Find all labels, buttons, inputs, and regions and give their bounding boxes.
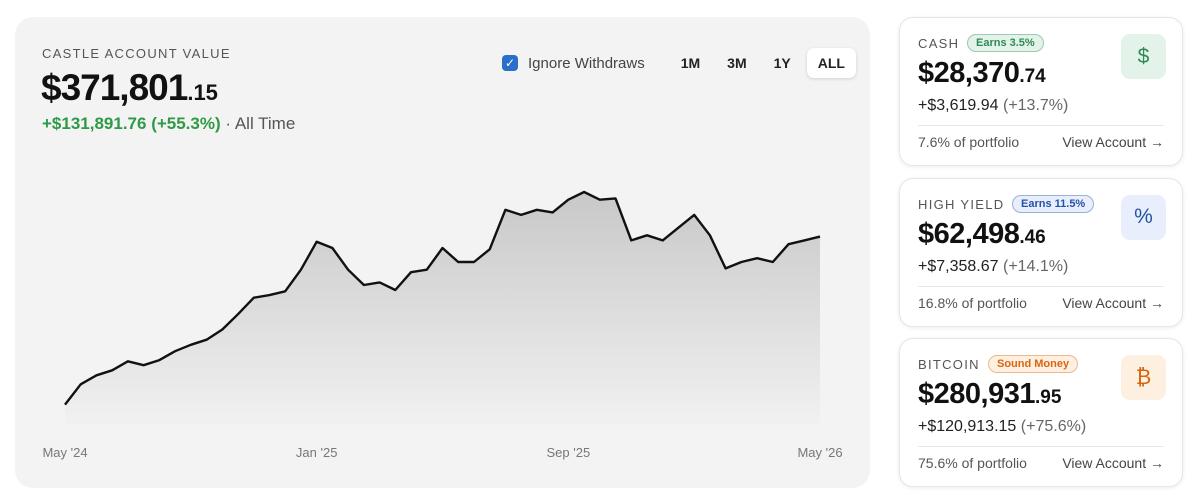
change: +$3,619.94 [918,97,999,114]
x-tick-label: May '24 [42,445,87,460]
change: +$131,891.76 (+55.3%) [42,114,221,133]
x-tick-label: Jan '25 [296,445,338,460]
value-main: $62,498 [918,217,1020,250]
checkbox-label[interactable]: Ignore Withdraws [528,54,645,72]
icon: % [1121,194,1166,240]
badge: Earns 11.5% [1012,194,1095,213]
icon: ₿ [1121,355,1166,400]
range-button[interactable]: 1Y [773,55,791,71]
portfolio-share: 75.6% of portfolio [918,455,1027,471]
account-card: HIGH YIELD Earns 11.5%% $62,498.46 +$7,358.… [899,177,1183,327]
badge: Sound Money [988,355,1079,373]
card-value: $62,498.46 [918,218,1046,251]
account-panel: May '24 Jan '25 Sep '25 May '26 CASTLE ACCO… [15,17,870,488]
area [65,192,820,425]
change-percent: (+13.7%) [1002,97,1069,114]
period: · All Time [225,114,296,133]
icon: $ [1121,34,1166,79]
divider [918,285,1164,287]
value-main: $280,931 [918,378,1035,410]
card-value: $28,370.74 [918,57,1046,90]
range-button[interactable]: 3M [727,55,747,71]
account-value: $371,801.15 [41,67,218,109]
value-main: $28,370 [918,57,1020,89]
portfolio-share: 16.8% of portfolio [918,294,1027,311]
card-change: +$7,358.67 (+14.1%) [918,258,1068,276]
range-button[interactable]: ALL [806,48,856,78]
account-card: CASH Earns 3.5% $ $28,370.74 +$3,619.94 (+13… [899,17,1183,166]
x-tick-label: May '26 [797,445,842,460]
account-change: +$131,891.76 (+55.3%) · All Time [42,114,295,134]
change: +$120,913.15 [918,418,1017,435]
card-name: CASH [918,36,960,51]
change-percent: (+75.6%) [1020,418,1087,435]
chart: May '24 Jan '25 Sep '25 May '26 [42,190,843,460]
divider [918,446,1164,447]
account-card: BITCOIN Sound Money ₿ $280,931.95 +$120,913.… [899,338,1183,487]
change: +$7,358.67 [918,257,999,275]
card-change: +$120,913.15 (+75.6%) [918,418,1086,436]
view-account-link[interactable]: View Account → [1062,294,1164,311]
badge: Earns 3.5% [967,34,1044,52]
card-change: +$3,619.94 (+13.7%) [918,97,1068,115]
value-main: $371,801 [41,67,188,108]
view-account-link[interactable]: View Account → [1062,134,1164,150]
portfolio-share: 7.6% of portfolio [918,134,1020,150]
card-name: BITCOIN [918,357,980,372]
x-tick-label: Sep '25 [546,445,590,460]
card-value: $280,931.95 [918,378,1061,411]
divider [918,125,1164,126]
change-percent: (+14.1%) [1002,257,1069,275]
range-button[interactable]: 1M [680,55,701,71]
checkbox[interactable]: ✓ [502,55,518,71]
value-cents: .15 [187,80,218,105]
controls: ✓ Ignore Withdraws 1M 3M 1Y ALL [502,48,856,78]
value-cents: .46 [1019,226,1046,248]
line [64,190,821,406]
value-cents: .95 [1034,387,1062,408]
account-label: CASTLE ACCOUNT VALUE [42,46,231,61]
view-account-link[interactable]: View Account → [1062,455,1164,471]
card-name: HIGH YIELD [918,196,1005,212]
value-cents: .74 [1019,66,1046,87]
